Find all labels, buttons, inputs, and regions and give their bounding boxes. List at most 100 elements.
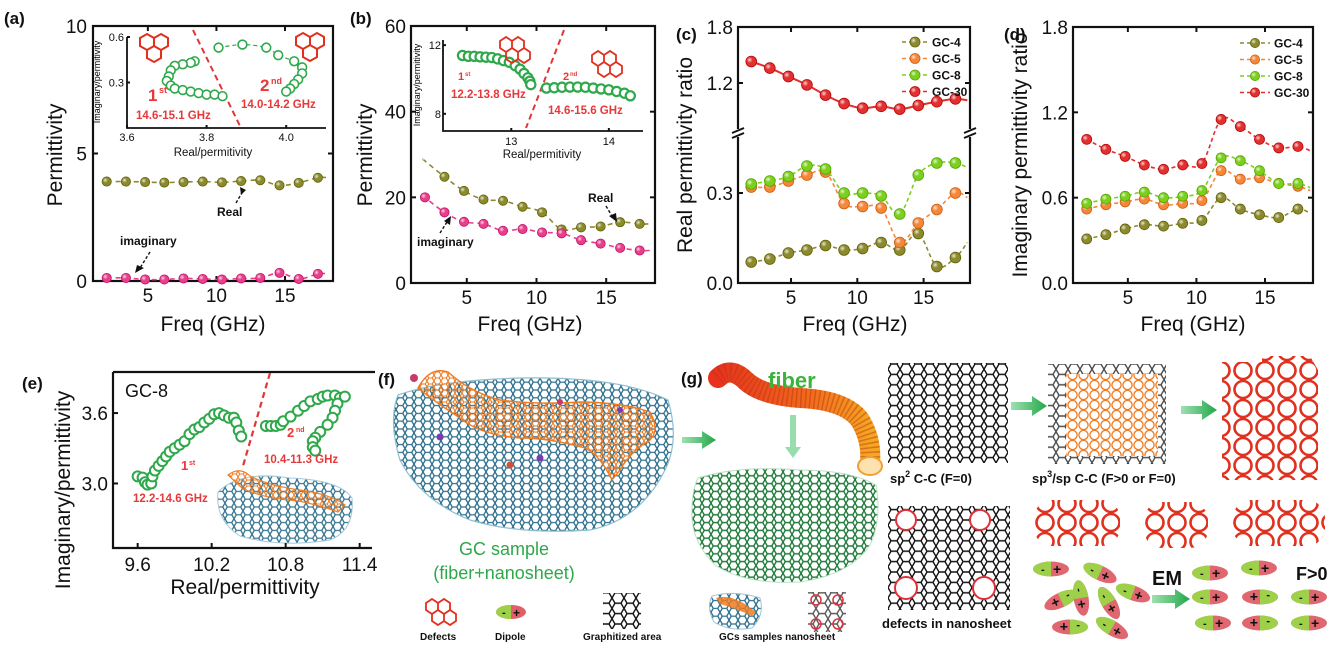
data-point-gc-4-highlight (857, 243, 869, 254)
legend-marker-highlight (910, 37, 920, 47)
dipole-minus: - (1098, 592, 1110, 601)
data-point-imaginary-highlight (517, 224, 528, 234)
data-point-real-highlight (236, 176, 246, 186)
data-point-gc-30-highlight (1100, 144, 1111, 155)
dipole-minus: - (1299, 618, 1303, 630)
data-point-gc-30-highlight (875, 100, 887, 112)
inset-point (281, 86, 292, 97)
dipole-icon: -+ (1291, 589, 1327, 605)
dipole-plus: + (1073, 599, 1090, 610)
dipole-minus: - (1088, 564, 1097, 577)
panel-label-b: (b) (350, 9, 372, 28)
fiber-illustration (708, 362, 883, 476)
x-tick-label: 15 (274, 286, 295, 307)
dipole-plus: + (1060, 619, 1068, 635)
defect-structure-icon (139, 32, 169, 64)
legend-label-gc-5: GC-5 (1274, 53, 1303, 67)
data-point-gc-5-highlight (875, 202, 887, 214)
data-point-gc-30-highlight (931, 96, 943, 108)
dipole-negative-half (1241, 560, 1259, 576)
dipole-minus: - (1041, 564, 1045, 576)
x-tick-label: 15 (913, 288, 934, 309)
data-point-real-highlight (121, 176, 131, 187)
y-tick-label: 1.2 (1042, 103, 1068, 124)
data-point-gc-30-highlight (1273, 142, 1284, 153)
data-point-real-highlight (537, 207, 547, 217)
defect-structure-icon (295, 31, 325, 63)
legend-gcs-samples-nanosheet: GCs samples nanosheet (719, 632, 836, 643)
data-point-gc-5-highlight (912, 217, 924, 229)
panel-b-chart: 5 10 15 0 20 40 60 Freq (GHz) Permittivity Real im… (354, 17, 657, 336)
data-point-real-highlight (217, 177, 227, 187)
panel-c-chart: 5 10 15 0.0 0.3 1.2 1.8 Freq (GHz) Real permitti… (674, 18, 977, 336)
dipole-minus: - (1266, 616, 1270, 628)
data-point-gc-4-highlight (745, 256, 757, 268)
dipole-minus: - (1072, 587, 1085, 593)
dipole-minus: - (1249, 563, 1253, 575)
region-1-sup: st (159, 85, 167, 95)
data-point-gc-8-highlight (1196, 185, 1207, 196)
data-point-gc-30-highlight (745, 56, 757, 67)
data-point-gc-4-highlight (1177, 218, 1188, 229)
fiber-label: fiber (768, 368, 816, 393)
dipole-plus: + (1250, 589, 1258, 605)
data-point-real-highlight (140, 177, 150, 187)
annotation-imaginary: imaginary (417, 235, 474, 249)
data-point-imaginary-highlight (274, 268, 285, 278)
data-point-gc-4-highlight (1120, 223, 1131, 234)
annotation-real: Real (588, 191, 613, 205)
data-point-imaginary-highlight (294, 274, 304, 284)
dipole-icon: -+ (1072, 580, 1091, 616)
region-2-range: 10.4-11.3 GHz (264, 454, 338, 466)
data-point-gc-30-highlight (894, 103, 906, 115)
data-point-gc-8-highlight (1235, 155, 1246, 166)
dipole-negative-half (1195, 615, 1213, 631)
x-axis-label: Freq (GHz) (478, 313, 583, 336)
dipole-negative-half (1260, 615, 1278, 631)
data-point-gc-4-highlight (1235, 204, 1246, 215)
axis-break-mark (963, 127, 977, 134)
data-point-imaginary-highlight (102, 273, 112, 283)
data-point-gc-4-highlight (838, 244, 850, 256)
data-point-imaginary-highlight (313, 269, 323, 279)
data-point-gc-30-highlight (838, 98, 850, 109)
data-point-real-highlight (459, 186, 469, 196)
dipole-minus: - (1121, 585, 1129, 598)
axis-break-gap (732, 129, 744, 137)
sp2-label: sp2 C-C (F=0) (890, 469, 972, 486)
legend-defects: Defects (420, 632, 457, 643)
panel-label-f: (f) (378, 370, 395, 389)
legend-label-gc-4: GC-4 (932, 36, 961, 50)
inset-x-label: Real/permitivity (174, 147, 253, 159)
data-point-gc-30-highlight (950, 93, 961, 105)
y-tick-label: 60 (385, 17, 406, 38)
region-2-range: 14.0-14.2 GHz (241, 99, 316, 111)
defective-nanosheet-icon (808, 592, 846, 632)
legend-marker-highlight (1250, 38, 1260, 48)
legend-label-gc-30: GC-30 (932, 85, 968, 99)
sp3-lattice-illustration (1048, 364, 1166, 464)
data-point-real-highlight (615, 217, 625, 227)
data-point-imaginary-highlight (121, 273, 131, 283)
panel-d-axes-frame (1071, 25, 1315, 285)
dipole-negative-half (1095, 616, 1116, 635)
double-arrow-icon (785, 415, 801, 458)
region-1-range: 12.2-13.8 GHz (451, 89, 526, 101)
data-point-real-highlight (178, 177, 189, 187)
dipole-plus: + (1212, 589, 1220, 605)
data-point-gc-8-highlight (745, 178, 757, 190)
inset-point (237, 39, 248, 50)
data-point-gc-30-highlight (782, 71, 794, 82)
data-point-gc-8-highlight (838, 187, 850, 199)
data-point-imaginary-highlight (635, 245, 645, 256)
data-point-gc-5-highlight (838, 198, 850, 209)
data-point-gc-30-highlight (1177, 159, 1188, 170)
data-point-gc-30-highlight (1235, 121, 1246, 132)
data-point-gc-4-highlight (1216, 192, 1227, 203)
region-1-sup: st (465, 72, 470, 78)
dipole-icon: -+ (1033, 561, 1069, 577)
data-point-gc-30-highlight (820, 89, 831, 101)
dipole-icon: -+ (1083, 562, 1117, 585)
x-tick-label: 11.4 (342, 555, 378, 576)
